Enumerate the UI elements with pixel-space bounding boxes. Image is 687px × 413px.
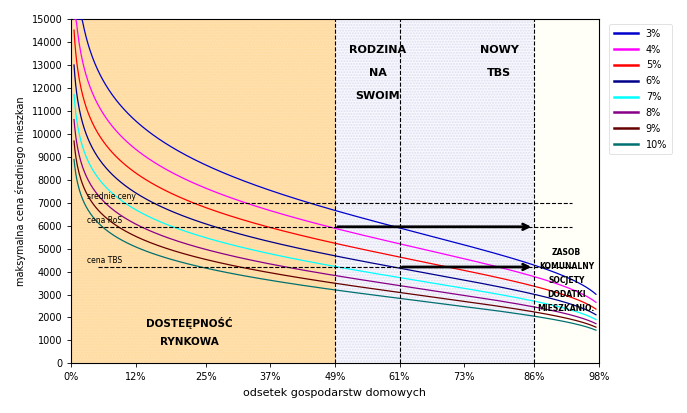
- Text: ZASOB: ZASOB: [552, 249, 581, 257]
- Text: cena TBS: cena TBS: [87, 256, 122, 265]
- Text: RYNKOWA: RYNKOWA: [160, 337, 219, 347]
- Text: KOMUNALNY: KOMUNALNY: [539, 262, 594, 271]
- Text: NA: NA: [369, 69, 387, 78]
- X-axis label: odsetek gospodarstw domowych: odsetek gospodarstw domowych: [243, 388, 427, 398]
- Text: srednie ceny: srednie ceny: [87, 192, 136, 201]
- Text: SWOIM: SWOIM: [356, 91, 401, 101]
- Bar: [464, 19, 534, 363]
- Bar: [71, 19, 335, 363]
- Bar: [335, 19, 464, 363]
- Legend: 3%, 4%, 5%, 6%, 7%, 8%, 9%, 10%: 3%, 4%, 5%, 6%, 7%, 8%, 9%, 10%: [609, 24, 672, 154]
- Y-axis label: maksymalna cena średniego mieszkan: maksymalna cena średniego mieszkan: [15, 96, 26, 286]
- Text: RODZINA: RODZINA: [350, 45, 407, 55]
- FancyBboxPatch shape: [71, 19, 335, 363]
- Bar: [534, 19, 598, 363]
- Text: SOCJETY: SOCJETY: [548, 276, 585, 285]
- Text: MIESZKANIO.: MIESZKANIO.: [538, 304, 595, 313]
- Text: NOWY: NOWY: [480, 45, 519, 55]
- Text: cena RoS: cena RoS: [87, 216, 122, 225]
- Text: DOSTEĘPNOŚĆ: DOSTEĘPNOŚĆ: [146, 317, 233, 329]
- Text: DODATKI: DODATKI: [547, 290, 585, 299]
- Text: TBS: TBS: [487, 69, 511, 78]
